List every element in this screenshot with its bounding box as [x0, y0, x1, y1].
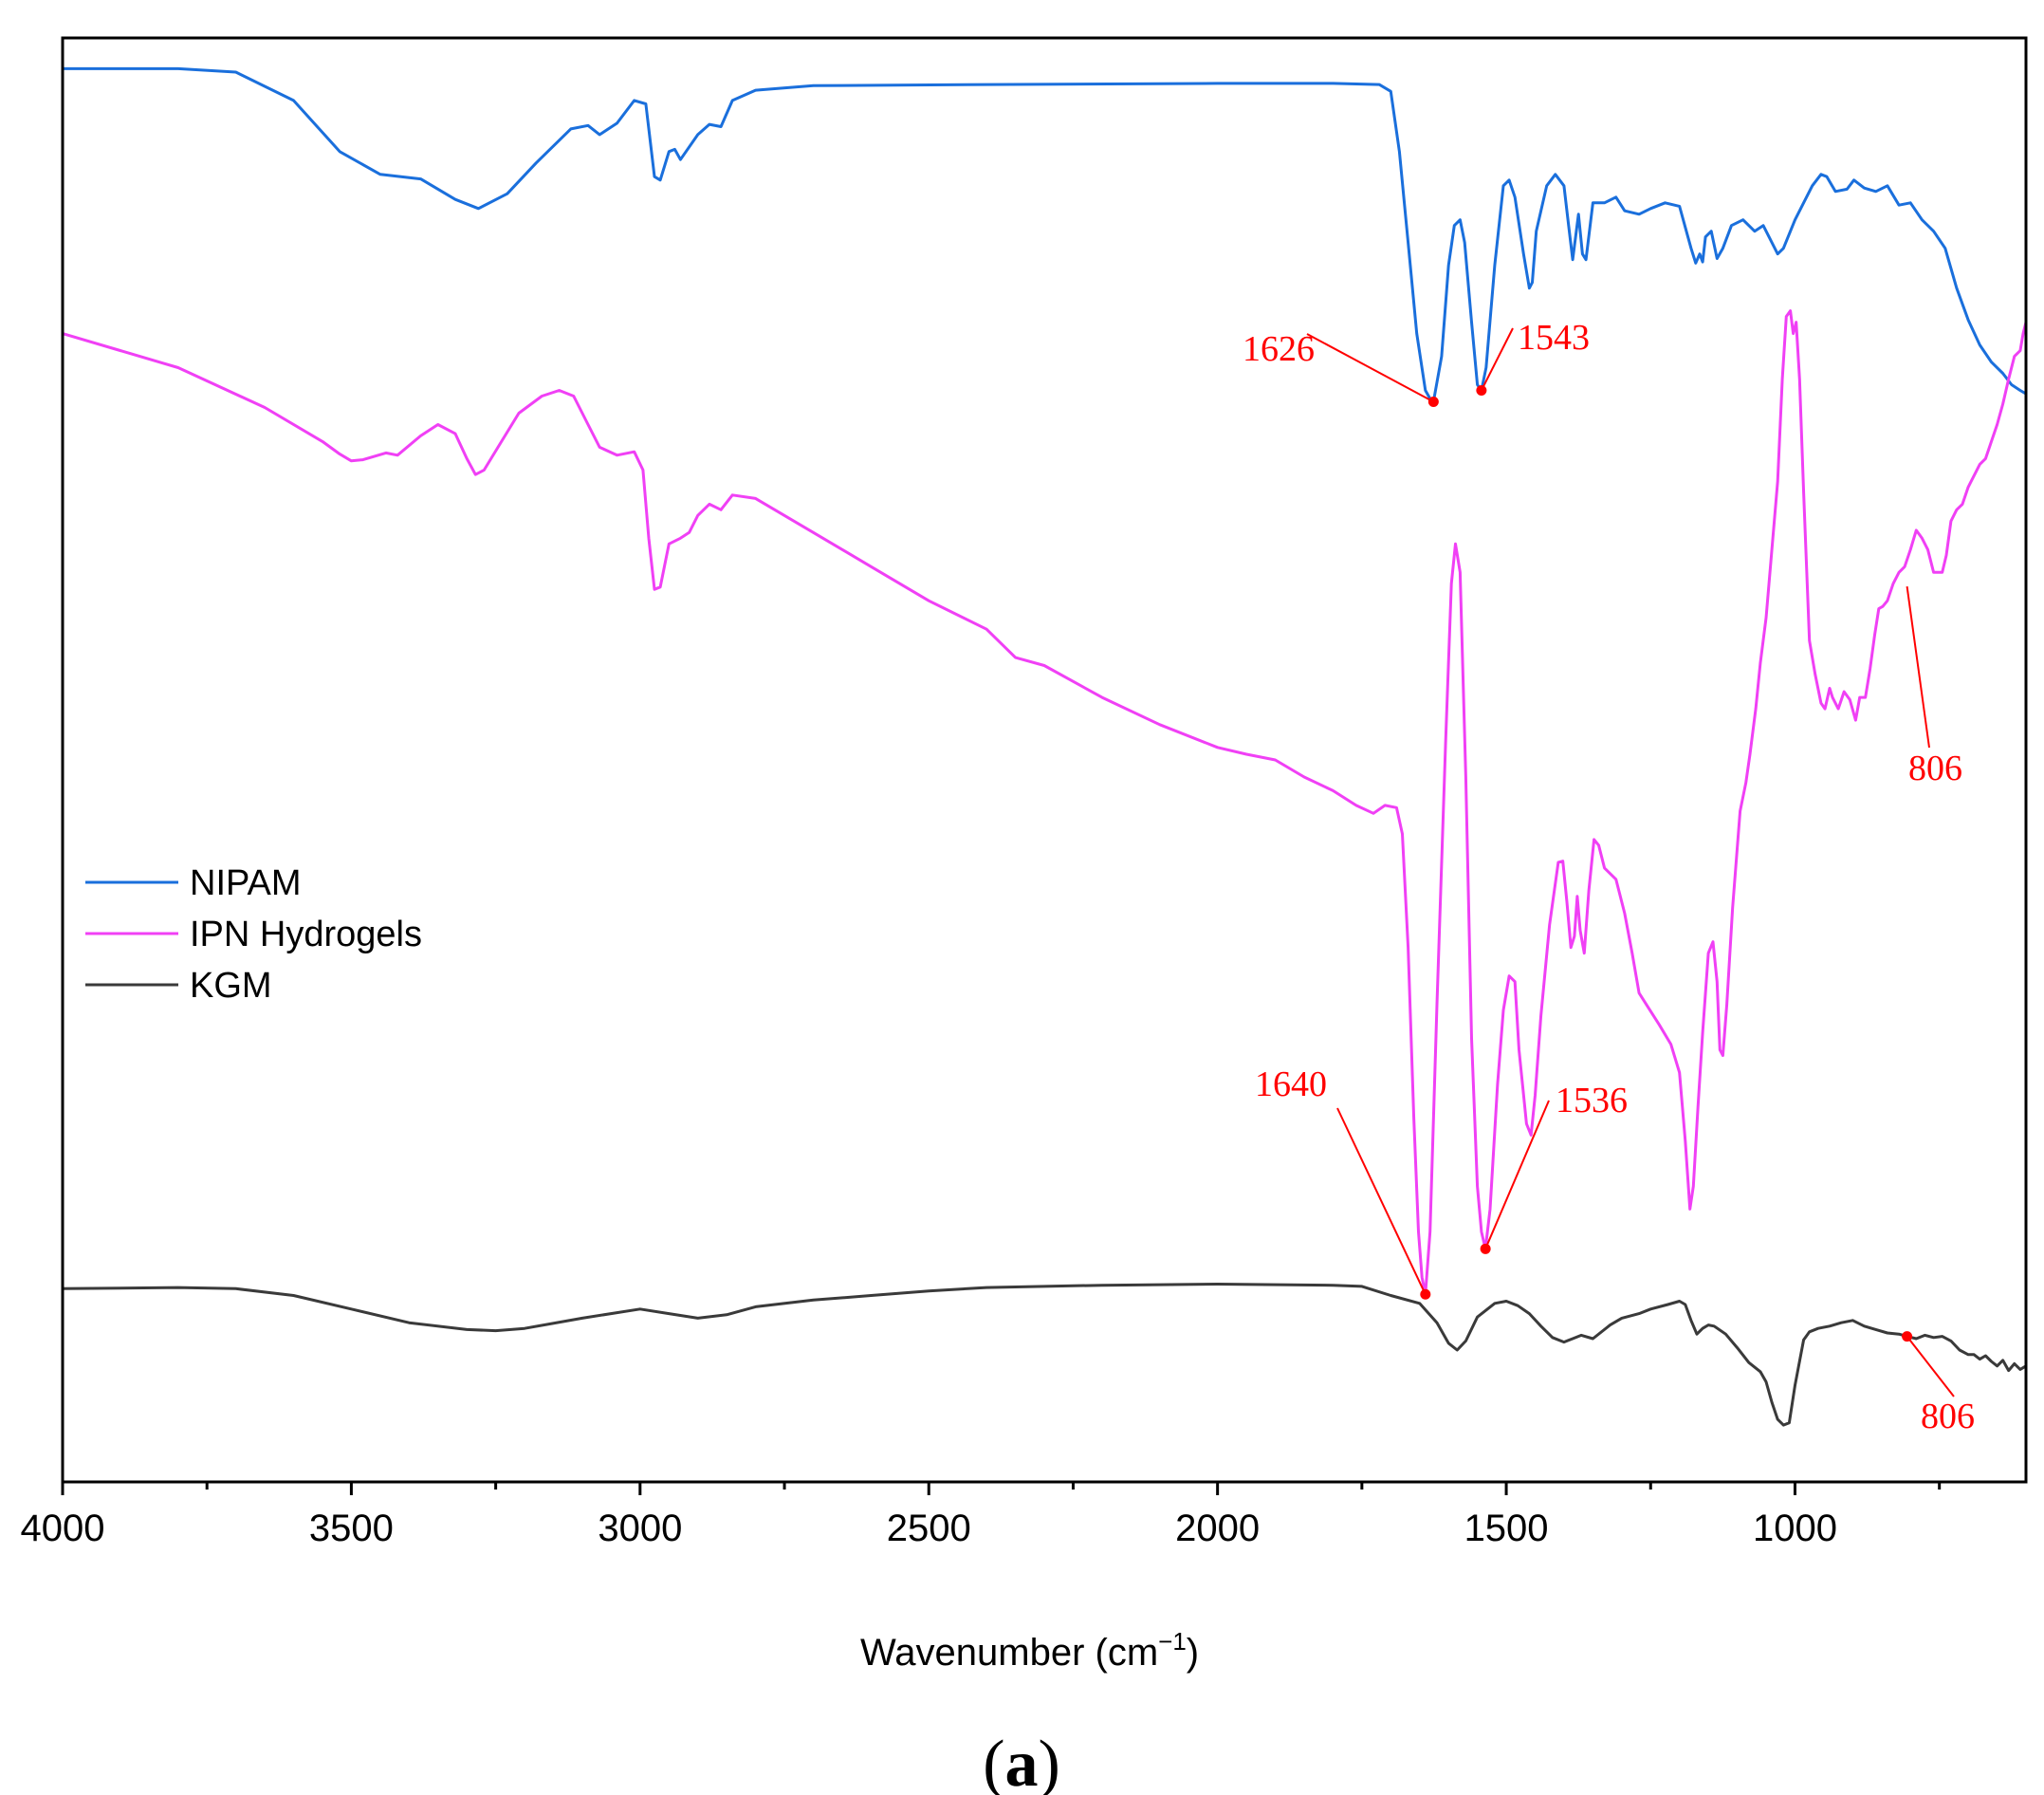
annotation-leader-1626 — [1306, 333, 1434, 403]
x-tick-label: 3500 — [309, 1508, 394, 1549]
annotation-leader-1543 — [1480, 327, 1514, 391]
x-tick-label: 3000 — [598, 1508, 682, 1549]
annotation-label-806: 806 — [1908, 749, 1962, 788]
x-tick-label: 2000 — [1175, 1508, 1260, 1549]
annotation-layer: 1626 1543 806 1640 1536 806 — [1243, 318, 1975, 1436]
panel-label-letter: a — [1005, 1728, 1039, 1795]
annotation-label-1640: 1640 — [1255, 1064, 1327, 1104]
annotation-label-1536: 1536 — [1556, 1081, 1628, 1120]
annotation-dot-1536 — [1480, 1243, 1491, 1254]
panel-label: (a) — [983, 1728, 1060, 1795]
x-axis-ticks: 4000 3500 3000 2500 2000 1500 1000 — [21, 1482, 1942, 1549]
x-tick-label: 4000 — [21, 1508, 105, 1549]
x-tick-label: 1000 — [1753, 1508, 1837, 1549]
annotation-dot-1640 — [1420, 1288, 1431, 1300]
annotation-dot-1626 — [1427, 396, 1439, 407]
annotation-leader-1536 — [1484, 1100, 1550, 1249]
annotation-label-806: 806 — [1921, 1397, 1975, 1436]
legend-label-nipam: NIPAM — [190, 863, 302, 903]
series-layer — [62, 66, 2028, 1427]
legend: NIPAM IPN Hydrogels KGM — [85, 863, 422, 1006]
x-tick-label: 1500 — [1464, 1508, 1549, 1549]
series-line-kgm — [62, 1283, 2027, 1427]
panel-label-open-paren: ( — [983, 1728, 1004, 1795]
annotation-dot-1543 — [1476, 385, 1487, 397]
x-axis-title-superscript: −1 — [1158, 1627, 1187, 1656]
series-line-ipn-hydrogels — [62, 309, 2028, 1296]
annotation-label-1626: 1626 — [1243, 329, 1315, 369]
annotation-leader-806 — [1906, 585, 1930, 749]
legend-label-ipn-hydrogels: IPN Hydrogels — [190, 915, 422, 954]
x-axis-title-main: Wavenumber (cm — [860, 1632, 1158, 1674]
x-axis-title-close: ) — [1187, 1632, 1199, 1674]
annotation-label-1543: 1543 — [1518, 318, 1590, 358]
annotation-leader-1640 — [1336, 1107, 1427, 1295]
annotation-dot-806 — [1902, 1331, 1913, 1342]
annotation-leader-806 — [1906, 1335, 1955, 1397]
panel-label-close-paren: ) — [1039, 1728, 1060, 1795]
legend-label-kgm: KGM — [190, 966, 272, 1006]
series-line-nipam — [63, 66, 2027, 403]
plot-frame — [61, 36, 2028, 1484]
x-tick-label: 2500 — [887, 1508, 971, 1549]
x-axis-title: Wavenumber (cm−1) — [860, 1627, 1199, 1674]
